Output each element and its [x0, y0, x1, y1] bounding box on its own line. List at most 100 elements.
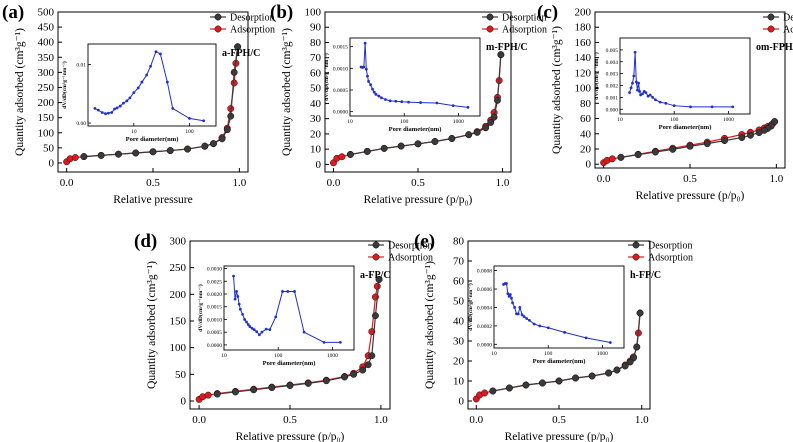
desorption-point	[230, 68, 238, 76]
x-tick-label: 1.0	[374, 414, 388, 426]
y-tick-label: 100	[575, 83, 592, 95]
x-tick-label: 0.5	[411, 177, 425, 189]
pore-distribution-point	[419, 101, 422, 104]
desorption-point	[380, 144, 388, 152]
legend-marker	[486, 25, 494, 33]
legend-label: Desorption	[783, 13, 793, 24]
pore-distribution-point	[563, 330, 566, 334]
y-tick-label: 200	[170, 289, 187, 301]
inset-y-tick-label: 0.000	[606, 107, 619, 113]
pore-distribution-point	[664, 101, 668, 105]
x-tick-label: 0.0	[60, 177, 74, 189]
legend-marker	[372, 241, 380, 249]
y-tick-label: 400	[38, 37, 55, 49]
pore-distribution-point	[380, 96, 383, 100]
sample-label: m-FPH/C	[486, 42, 528, 53]
desorption-point	[375, 275, 383, 283]
y-tick-label: 40	[580, 128, 592, 140]
pore-distribution-point	[110, 111, 114, 114]
y-tick-label: 250	[38, 82, 55, 94]
pore-distribution-point	[508, 293, 512, 296]
pore-distribution-point	[384, 98, 387, 101]
legend-marker	[214, 13, 222, 21]
pore-distribution-point	[255, 330, 259, 334]
pore-distribution-line	[360, 43, 469, 108]
y-tick-label: 200	[38, 97, 55, 109]
pore-distribution-point	[118, 104, 122, 108]
pore-distribution-point	[113, 107, 116, 111]
pore-distribution-point	[140, 80, 144, 84]
x-tick-label: 0.5	[283, 414, 297, 426]
pore-distribution-point	[302, 330, 306, 334]
pore-distribution-point	[518, 306, 522, 309]
y-tick-label: 160	[575, 37, 592, 49]
inset-chart: 0.000 0.001 0.002 0.003 0.004 0.005 10 100 1000 P…	[593, 37, 751, 131]
y-tick-label: 10	[310, 144, 322, 156]
desorption-point	[448, 135, 456, 142]
desorption-point	[721, 137, 728, 145]
pore-distribution-point	[236, 295, 240, 298]
adsorption-point	[71, 154, 79, 161]
pore-distribution-point	[584, 336, 588, 340]
y-axis-label: Quantity adsorbed (cm³g⁻¹)	[424, 261, 436, 389]
pore-distribution-point	[636, 88, 639, 92]
inset-y-tick-label: 0.002	[606, 84, 619, 90]
desorption-point	[268, 384, 276, 392]
inset-x-tick-label: 10	[221, 353, 227, 359]
pore-distribution-point	[233, 297, 237, 301]
pore-distribution-point	[528, 318, 531, 322]
sample-label: a-FP/C	[360, 270, 391, 281]
pore-distribution-point	[532, 322, 536, 326]
pore-distribution-point	[281, 290, 284, 293]
y-tick-label: 10	[453, 376, 465, 388]
pore-distribution-point	[237, 302, 241, 306]
pore-distribution-point	[637, 81, 640, 85]
pore-distribution-point	[628, 91, 631, 95]
inset-y-tick-label: 0.0006	[477, 287, 492, 293]
adsorption-point	[373, 282, 381, 290]
inset-y-tick-label: 0.0000	[207, 343, 222, 349]
panel-label: (e)	[414, 231, 435, 252]
panel-e: 0 10 20 30 40 50 60 70 80 0.0 0.5 1.0 Relative press…	[414, 231, 693, 442]
y-tick-label: 100	[38, 127, 55, 139]
desorption-point	[322, 377, 330, 385]
pore-distribution-point	[243, 318, 247, 321]
desorption-point	[605, 369, 613, 377]
y-tick-label: 450	[38, 22, 55, 34]
desorption-point	[350, 370, 358, 378]
desorption-point	[497, 51, 505, 59]
pore-distribution-point	[100, 111, 104, 114]
inset-y-tick-label: 0.0010	[207, 317, 222, 323]
sample-label: a-FPH/C	[222, 48, 260, 59]
desorption-point	[494, 96, 501, 104]
pore-distribution-point	[546, 326, 550, 330]
inset-x-tick-label: 10	[491, 351, 497, 357]
x-tick-label: 0.0	[327, 177, 341, 189]
pore-distribution-point	[631, 81, 634, 85]
y-tick-label: 90	[310, 22, 322, 34]
pore-distribution-point	[513, 306, 517, 309]
x-tick-label: 0.0	[192, 414, 206, 426]
pore-distribution-point	[248, 325, 252, 328]
inset-x-tick-label: 1000	[327, 353, 338, 359]
pore-distribution-point	[371, 87, 374, 91]
pore-distribution-point	[641, 92, 644, 96]
pore-distribution-point	[538, 324, 542, 328]
pore-distribution-point	[522, 315, 526, 319]
desorption-point	[626, 358, 634, 366]
desorption-point	[149, 148, 157, 156]
pore-distribution-point	[107, 111, 110, 115]
legend-label: Desorption	[230, 13, 274, 24]
desorption-point	[621, 362, 629, 370]
y-tick-label: 0	[316, 159, 322, 171]
sample-label: om-FPH/C	[756, 42, 793, 53]
y-tick-label: 50	[453, 296, 465, 308]
x-axis-label: Relative pressure	[113, 194, 193, 206]
desorption-point	[738, 134, 746, 142]
inset-y-tick-label: 0.0030	[207, 267, 222, 273]
inset-chart: 0.0000 0.0005 0.0010 0.0015 10 100 1000 Pore di…	[323, 37, 481, 133]
inset-x-tick-label: 100	[185, 129, 194, 135]
pore-distribution-point	[632, 74, 636, 78]
